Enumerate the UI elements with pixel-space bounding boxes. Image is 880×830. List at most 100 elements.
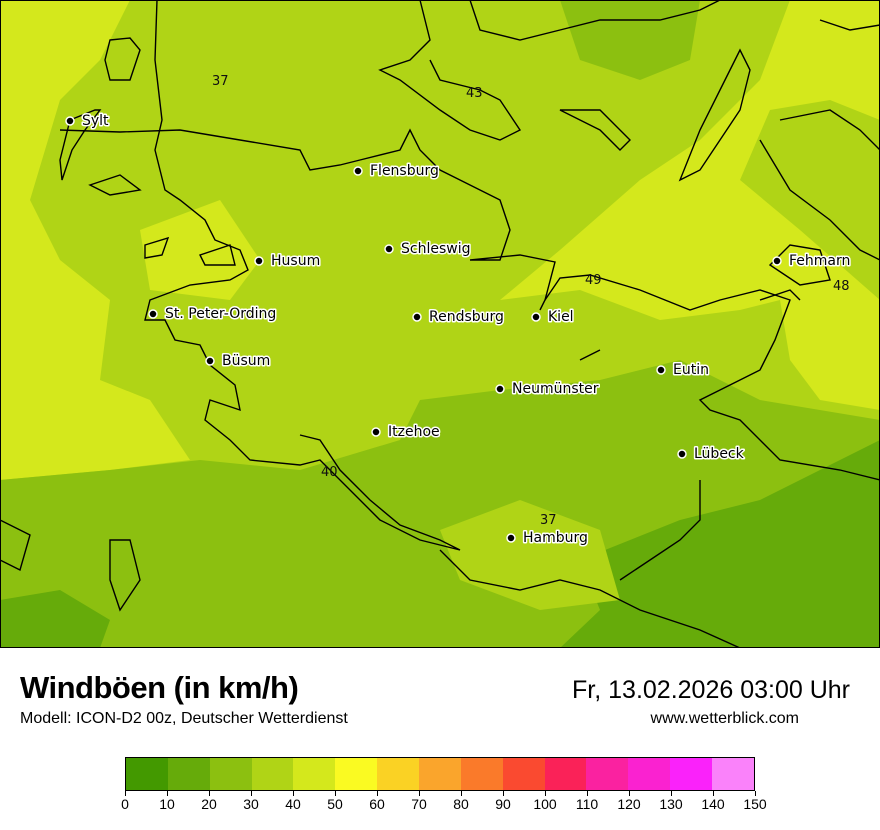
legend-swatch	[335, 758, 378, 790]
city-dot	[656, 365, 666, 375]
city-label: Husum	[271, 253, 320, 269]
legend-tick-label: 50	[327, 796, 343, 812]
city-marker: Lübeck	[677, 445, 746, 464]
city-dot	[65, 116, 75, 126]
legend-swatch	[377, 758, 420, 790]
legend-tick-label: 100	[533, 796, 557, 812]
website-link[interactable]: www.wetterblick.com	[650, 710, 799, 727]
city-dot	[495, 384, 505, 394]
city-marker: Eutin	[656, 361, 710, 380]
city-label: Itzehoe	[388, 424, 440, 440]
forecast-datetime: Fr, 13.02.2026 03:00 Uhr	[572, 676, 850, 704]
legend-tick-label: 70	[411, 796, 427, 812]
city-label: St. Peter-Ording	[165, 306, 276, 322]
city-dot	[353, 166, 363, 176]
legend-swatch	[251, 758, 294, 790]
legend-swatch	[586, 758, 629, 790]
contour-label: 43	[466, 86, 483, 101]
legend-tick-label: 130	[659, 796, 683, 812]
city-marker: St. Peter-Ording	[148, 305, 278, 324]
legend-tick	[586, 791, 588, 796]
city-dot	[506, 533, 516, 543]
legend-swatch	[502, 758, 545, 790]
legend-ticks: 0 10 20 30 40 50 60 70 80 90 100 110 120 130 140 150	[121, 791, 767, 821]
legend-tick	[208, 791, 210, 796]
legend-tick	[376, 791, 378, 796]
wind-gust-map: 37 43 49 48 40 37 Sylt Flensburg Schleswig…	[0, 0, 880, 648]
legend-swatch	[712, 758, 754, 790]
contour-label: 49	[585, 273, 602, 288]
legend-tick	[166, 791, 168, 796]
legend-tick	[754, 791, 756, 796]
legend-tick	[670, 791, 672, 796]
legend-swatch	[209, 758, 252, 790]
legend-swatch	[126, 758, 168, 790]
city-dot	[677, 449, 687, 459]
legend-tick-label: 0	[121, 796, 129, 812]
legend-tick	[124, 791, 126, 796]
city-marker: Schleswig	[384, 240, 472, 259]
legend-tick-label: 30	[243, 796, 259, 812]
legend-tick	[628, 791, 630, 796]
legend-tick-label: 10	[159, 796, 175, 812]
legend-tick	[544, 791, 546, 796]
city-label: Eutin	[673, 362, 709, 378]
city-marker: Flensburg	[353, 162, 440, 181]
city-dot	[412, 312, 422, 322]
city-label: Hamburg	[523, 530, 588, 546]
cities: Sylt Flensburg Schleswig Husum St. Peter-Ord…	[65, 112, 852, 548]
city-label: Schleswig	[401, 241, 470, 257]
legend-swatch	[628, 758, 671, 790]
city-marker: Fehmarn	[772, 252, 852, 271]
legend-tick-label: 20	[201, 796, 217, 812]
legend-tick-label: 140	[701, 796, 725, 812]
city-marker: Büsum	[205, 352, 272, 371]
legend-swatch	[167, 758, 210, 790]
legend-tick-label: 150	[743, 796, 767, 812]
city-marker: Husum	[254, 252, 322, 271]
city-marker: Neumünster	[495, 380, 600, 399]
legend-tick-label: 60	[369, 796, 385, 812]
city-marker: Kiel	[531, 308, 575, 327]
legend-swatch	[293, 758, 336, 790]
city-dot	[384, 244, 394, 254]
city-label: Flensburg	[370, 163, 439, 179]
legend-tick	[334, 791, 336, 796]
contour-label: 40	[321, 465, 338, 480]
city-marker: Itzehoe	[371, 423, 441, 442]
legend-swatch	[419, 758, 461, 790]
city-marker: Rendsburg	[412, 308, 505, 327]
legend-swatch	[670, 758, 713, 790]
legend-tick	[292, 791, 294, 796]
legend-tick	[502, 791, 504, 796]
contour-label: 37	[540, 513, 557, 528]
legend-tick-label: 90	[495, 796, 511, 812]
city-marker: Hamburg	[506, 529, 589, 548]
legend-tick	[712, 791, 714, 796]
map-title: Windböen (in km/h)	[20, 670, 299, 705]
legend-swatch	[460, 758, 503, 790]
city-dot	[772, 256, 782, 266]
city-dot	[371, 427, 381, 437]
city-label: Kiel	[548, 309, 574, 325]
city-dot	[531, 312, 541, 322]
coastlines	[0, 0, 880, 648]
city-label: Rendsburg	[429, 309, 504, 325]
legend-tick	[250, 791, 252, 796]
city-label: Neumünster	[512, 381, 599, 397]
contour-label: 37	[212, 74, 229, 89]
model-source: Modell: ICON-D2 00z, Deutscher Wetterdie…	[20, 710, 348, 727]
city-label: Büsum	[222, 353, 270, 369]
contour-label: 48	[833, 279, 850, 294]
legend-tick-label: 120	[617, 796, 641, 812]
legend-tick-label: 110	[575, 796, 599, 812]
legend-tick-label: 40	[285, 796, 301, 812]
city-label: Sylt	[82, 113, 109, 129]
city-dot	[254, 256, 264, 266]
city-label: Fehmarn	[789, 253, 850, 269]
legend-tick-label: 80	[453, 796, 469, 812]
color-scale-legend	[125, 757, 755, 791]
city-dot	[205, 356, 215, 366]
city-marker: Sylt	[65, 112, 111, 131]
contour-labels: 37 43 49 48 40 37	[212, 74, 850, 528]
